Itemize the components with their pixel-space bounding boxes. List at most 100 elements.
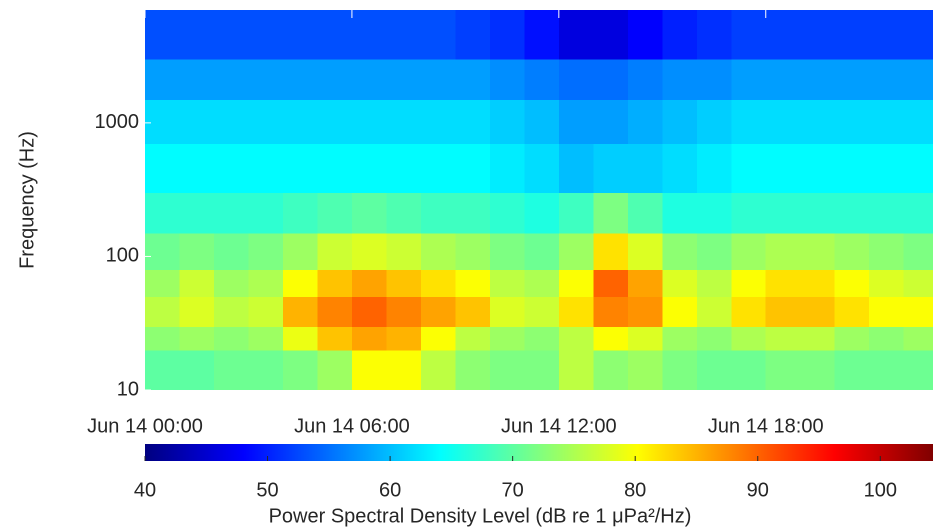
psd-cell [731,326,767,351]
x-tick-label: Jun 14 00:00 [87,415,203,437]
psd-cell [455,232,491,270]
colorbar-tick-label: 100 [864,479,897,501]
psd-cell [558,192,594,234]
psd-cell [834,232,870,270]
psd-cell [662,59,698,100]
psd-cell [248,143,284,194]
colorbar-tick-label: 90 [747,479,769,501]
psd-cell [179,99,215,145]
psd-cell [558,349,594,390]
psd-cell [731,59,767,100]
psd-cell [593,326,629,351]
psd-cell [903,269,933,298]
psd-cell [696,269,732,298]
psd-cell [213,232,249,270]
psd-cell [524,232,560,270]
psd-cell [903,10,933,60]
psd-cell [351,349,387,390]
psd-cell [455,99,491,145]
psd-cell [386,192,422,234]
psd-cell [834,99,870,145]
psd-cell [696,296,732,327]
psd-cell [282,10,318,60]
psd-cell [213,143,249,194]
psd-cell [145,296,180,327]
psd-cell [662,99,698,145]
psd-cell [282,326,318,351]
psd-cell [386,326,422,351]
psd-cell [834,143,870,194]
colorbar-tick-label: 80 [624,479,646,501]
psd-cell [869,59,905,100]
psd-cell [351,143,387,194]
psd-cell [558,326,594,351]
psd-cell [765,349,801,390]
psd-cell [593,296,629,327]
psd-cell [903,326,933,351]
psd-cell [731,296,767,327]
psd-cell [317,296,353,327]
psd-cell [145,10,180,60]
psd-cell [317,349,353,390]
psd-cell [420,59,456,100]
psd-cell [558,232,594,270]
psd-cell [248,349,284,390]
psd-cell [800,10,836,60]
psd-cell [351,326,387,351]
psd-cell [455,192,491,234]
psd-cell [593,59,629,100]
psd-cell [558,10,594,60]
psd-cell [524,326,560,351]
psd-cell [662,192,698,234]
psd-cell [593,269,629,298]
psd-cell [351,10,387,60]
psd-cell [696,10,732,60]
psd-cell [420,296,456,327]
psd-cell [248,192,284,234]
psd-cell [593,349,629,390]
psd-cell [869,10,905,60]
psd-cell [248,296,284,327]
psd-cell [386,296,422,327]
psd-cell [765,99,801,145]
psd-cell [282,192,318,234]
psd-cell [731,10,767,60]
psd-cell [696,349,732,390]
psd-cell [248,10,284,60]
psd-cell [662,349,698,390]
psd-cell [248,269,284,298]
psd-cell [145,99,180,145]
psd-cell [524,296,560,327]
psd-cell [593,10,629,60]
psd-cell [489,143,525,194]
psd-cell [145,326,180,351]
psd-cell [179,326,215,351]
psd-cell [834,269,870,298]
psd-cell [593,232,629,270]
psd-cell [317,10,353,60]
psd-cell [903,296,933,327]
psd-cell [489,326,525,351]
psd-cell [213,192,249,234]
x-tick-label: Jun 14 18:00 [708,415,824,437]
psd-cell [213,99,249,145]
psd-cell [627,10,663,60]
psd-cell [317,269,353,298]
psd-cell [903,232,933,270]
psd-cell [627,59,663,100]
psd-cell [179,349,215,390]
psd-cell [524,192,560,234]
psd-cell [869,326,905,351]
spectrogram [145,10,933,390]
psd-cell [627,99,663,145]
psd-cell [593,143,629,194]
psd-cell [524,349,560,390]
psd-cell [317,99,353,145]
psd-cell [386,59,422,100]
psd-cell [662,296,698,327]
psd-cell [179,269,215,298]
psd-cell [558,296,594,327]
psd-cell [800,192,836,234]
psd-cell [317,232,353,270]
psd-cell [834,59,870,100]
